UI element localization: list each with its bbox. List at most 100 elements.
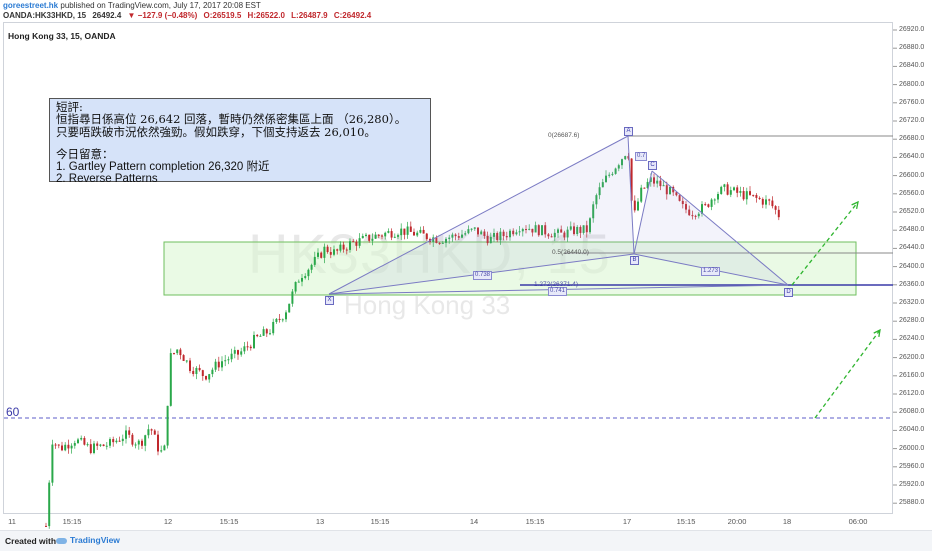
close-value: C:26492.4 [333, 11, 372, 20]
candle-body [528, 228, 531, 230]
candle-body [672, 187, 675, 193]
time-axis[interactable]: 11 15:15 12 15:15 13 15:15 14 15:15 17 15:15 20:00… [3, 514, 893, 528]
candle-body [531, 228, 534, 233]
price-tick-label: 26200.0 [899, 353, 925, 361]
published-text: published on TradingView.com, July 17, 2… [60, 1, 261, 10]
candle-body [339, 244, 342, 251]
candle-body [192, 370, 195, 375]
candle-body [221, 361, 223, 368]
point-x[interactable]: X [325, 296, 334, 305]
candle-body [694, 215, 697, 217]
candle-body [48, 482, 51, 527]
chart-pane[interactable] [3, 22, 893, 514]
candle-body [125, 430, 127, 439]
candle-body [425, 233, 428, 240]
candle-body [208, 374, 211, 380]
price-tick-label: 26360.0 [899, 280, 925, 288]
candle-body [550, 236, 553, 238]
candle-body [256, 334, 259, 337]
candle-body [361, 235, 364, 239]
open-value: O:26519.5 [203, 11, 242, 20]
footer-bar: Created with TradingView [0, 530, 932, 551]
candle-body [99, 444, 102, 446]
candle-body [189, 360, 191, 371]
point-d[interactable]: D [784, 288, 793, 297]
price-tick-label: 26400.0 [899, 262, 925, 270]
candle-body [675, 192, 678, 196]
candle-body [493, 232, 495, 237]
candle-body [185, 360, 188, 362]
candle-body [51, 444, 54, 483]
time-tick-label: 14 [469, 517, 479, 526]
candle-body [483, 231, 486, 236]
candle-body [160, 450, 163, 452]
candle-body [717, 194, 719, 200]
candle-body [211, 369, 214, 375]
candle-body [518, 231, 521, 233]
candle-body [749, 191, 751, 195]
price-tick-label: 26880.0 [899, 44, 925, 52]
point-b[interactable]: B [630, 256, 639, 265]
candle-body [173, 353, 175, 355]
price-tick-label: 26280.0 [899, 317, 925, 325]
time-tick-label: 13 [315, 517, 325, 526]
candle-body [326, 246, 329, 253]
candle-body [118, 440, 121, 442]
time-tick-label: 15:15 [219, 517, 239, 526]
candle-body [413, 231, 415, 236]
candle-body [336, 249, 339, 251]
pattern-leg-xa [328, 135, 629, 295]
commentary-note[interactable]: 短評: 恒指尋日係高位 26,642 回落，暫時仍然係密集區上面 （26,280… [49, 98, 431, 185]
candle-body [499, 231, 502, 241]
price-tick-label: 26000.0 [899, 444, 925, 452]
candle-body [64, 444, 67, 451]
candle-body [505, 236, 508, 238]
candle-body [150, 429, 153, 431]
candle-body [141, 440, 143, 446]
candle-body [163, 445, 166, 451]
candle-body [486, 235, 489, 244]
candle-body [726, 184, 729, 195]
price-tick-label: 26720.0 [899, 117, 925, 124]
candle-body [464, 233, 467, 235]
candle-body [409, 226, 412, 232]
pattern-fill-bcd [634, 171, 788, 285]
candle-body [569, 226, 572, 230]
candle-body [83, 437, 86, 445]
fib-label-0500: 0.5(26440.0) [552, 249, 589, 256]
candle-body [201, 370, 204, 377]
price-tick-label: 26480.0 [899, 226, 925, 234]
high-value: H:26522.0 [247, 11, 285, 20]
point-c[interactable]: C [648, 161, 657, 170]
symbol-label: OANDA:HK33HKD, 15 [3, 11, 87, 20]
candle-body [640, 187, 643, 202]
candle-body [470, 228, 473, 230]
candle-body [355, 241, 358, 246]
price-tick-label: 26680.0 [899, 135, 925, 143]
price-tick-label: 25880.0 [899, 499, 925, 507]
candle-body [61, 445, 63, 451]
candle-body [489, 236, 492, 244]
candle-body [262, 329, 265, 336]
candle-body [592, 204, 595, 219]
time-tick-label: 15:15 [525, 517, 545, 526]
tradingview-logo[interactable]: TradingView [56, 535, 120, 545]
price-tick-label: 26640.0 [899, 153, 925, 161]
candle-body [605, 175, 607, 183]
candle-body [54, 444, 57, 446]
candle-body [291, 291, 294, 304]
candle-body [739, 191, 742, 193]
pattern-leg-ab [627, 135, 635, 255]
point-a[interactable]: A [624, 127, 633, 136]
candle-body [752, 194, 755, 196]
candle-body [521, 229, 524, 232]
price-tick-label: 26760.0 [899, 98, 925, 106]
candle-body [768, 199, 771, 201]
author-link[interactable]: goreestreet.hk [3, 1, 59, 10]
candle-body [112, 439, 115, 443]
candle-body [227, 359, 230, 361]
candle-body [617, 165, 620, 169]
price-axis[interactable]: 26920.0 26880.0 26840.0 26800.0 26760.0 26720… [894, 22, 932, 514]
candle-body [80, 437, 83, 440]
